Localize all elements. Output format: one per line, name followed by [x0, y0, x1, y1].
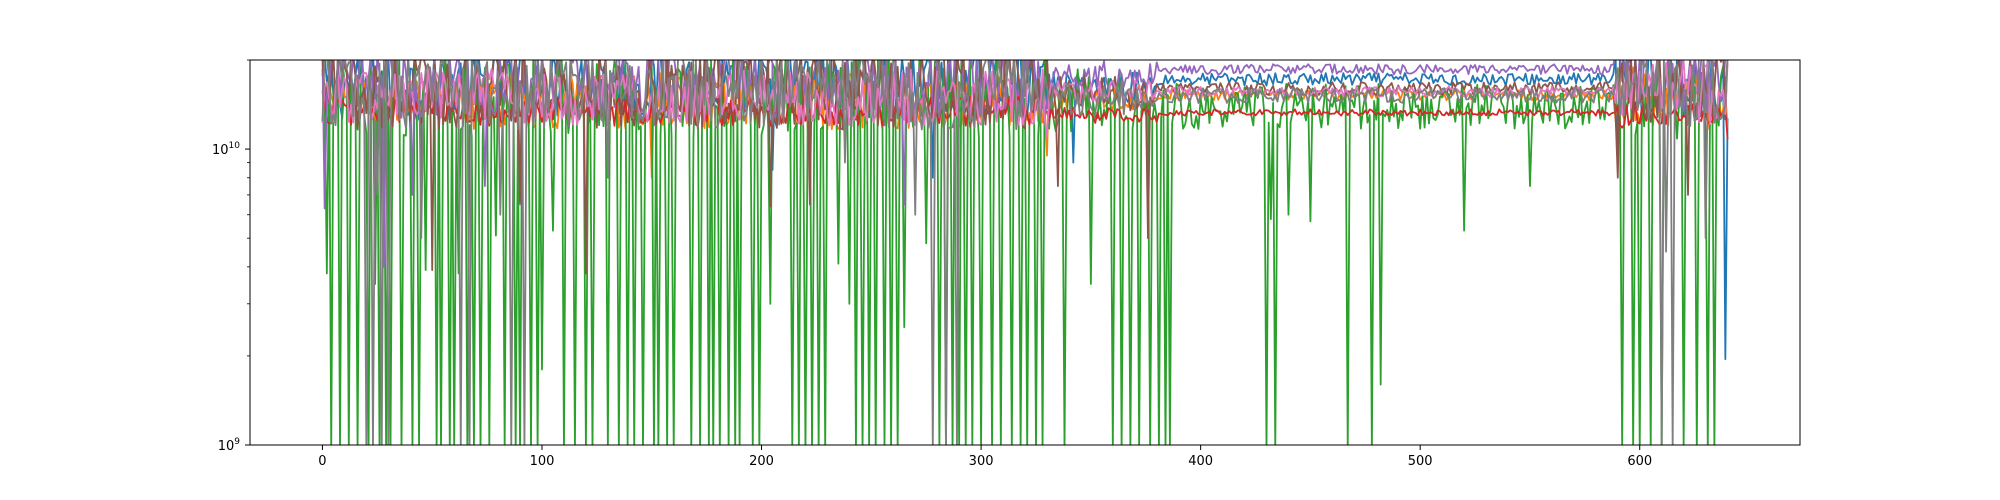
- x-tick-label: 600: [1627, 454, 1652, 469]
- x-axis: 0 100 200 300 400 500 600: [318, 445, 1652, 469]
- y-axis: 109 1010: [212, 59, 250, 454]
- x-tick-label: 0: [318, 454, 326, 469]
- series-line-8: [321, 60, 1729, 445]
- x-tick-label: 400: [1188, 454, 1213, 469]
- x-tick-label: 200: [749, 454, 774, 469]
- x-tick-label: 300: [969, 454, 994, 469]
- x-tick-label: 500: [1408, 454, 1433, 469]
- y-tick-label: 1010: [212, 141, 240, 158]
- x-tick-label: 100: [530, 454, 555, 469]
- series-layer: [321, 60, 1729, 445]
- y-tick-label: 109: [218, 437, 241, 454]
- plot-frame: [249, 59, 1801, 446]
